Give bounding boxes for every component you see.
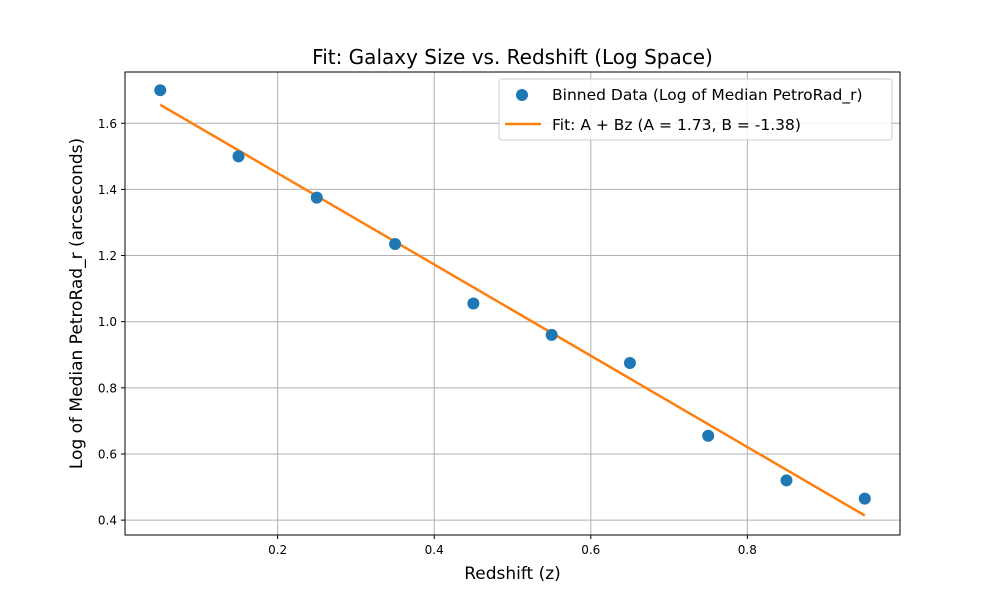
legend-marker-scatter bbox=[516, 89, 528, 101]
x-tick-label: 0.8 bbox=[738, 543, 757, 557]
data-point bbox=[310, 191, 323, 204]
y-tick-label: 1.2 bbox=[98, 249, 117, 263]
x-tick-label: 0.6 bbox=[581, 543, 600, 557]
plot-frame bbox=[124, 71, 901, 536]
data-point bbox=[623, 357, 636, 370]
y-ticks: 0.4 0.6 0.8 1.0 1.2 1.4 1.6 bbox=[98, 117, 125, 528]
y-axis-label: Log of Median PetroRad_r (arcseconds) bbox=[67, 138, 87, 469]
chart-title: Fit: Galaxy Size vs. Redshift (Log Space… bbox=[312, 45, 713, 69]
y-tick-label: 1.6 bbox=[98, 117, 117, 131]
legend-box bbox=[498, 78, 893, 141]
x-tick-label: 0.4 bbox=[425, 543, 444, 557]
y-tick-label: 1.0 bbox=[98, 315, 117, 329]
x-ticks: 0.2 0.4 0.6 0.8 bbox=[268, 535, 757, 557]
legend: Binned Data (Log of Median PetroRad_r) F… bbox=[498, 78, 893, 141]
scatter-points bbox=[154, 84, 871, 505]
fit-line bbox=[159, 103, 866, 517]
data-point bbox=[154, 84, 167, 97]
legend-label-fit: Fit: A + Bz (A = 1.73, B = -1.38) bbox=[552, 116, 801, 134]
y-tick-label: 0.6 bbox=[98, 447, 117, 461]
gridlines bbox=[125, 72, 900, 535]
data-point bbox=[232, 150, 245, 163]
x-tick-label: 0.2 bbox=[268, 543, 287, 557]
fit-line-layer bbox=[159, 103, 866, 517]
data-point bbox=[545, 328, 558, 341]
data-point bbox=[389, 237, 402, 250]
y-tick-label: 0.4 bbox=[98, 514, 117, 528]
data-point bbox=[780, 474, 793, 487]
y-tick-label: 1.4 bbox=[98, 183, 117, 197]
y-tick-label: 0.8 bbox=[98, 381, 117, 395]
data-point bbox=[467, 297, 480, 310]
data-point bbox=[702, 429, 715, 442]
legend-label-scatter: Binned Data (Log of Median PetroRad_r) bbox=[552, 86, 863, 105]
x-axis-label: Redshift (z) bbox=[464, 564, 561, 584]
data-point bbox=[858, 492, 871, 505]
